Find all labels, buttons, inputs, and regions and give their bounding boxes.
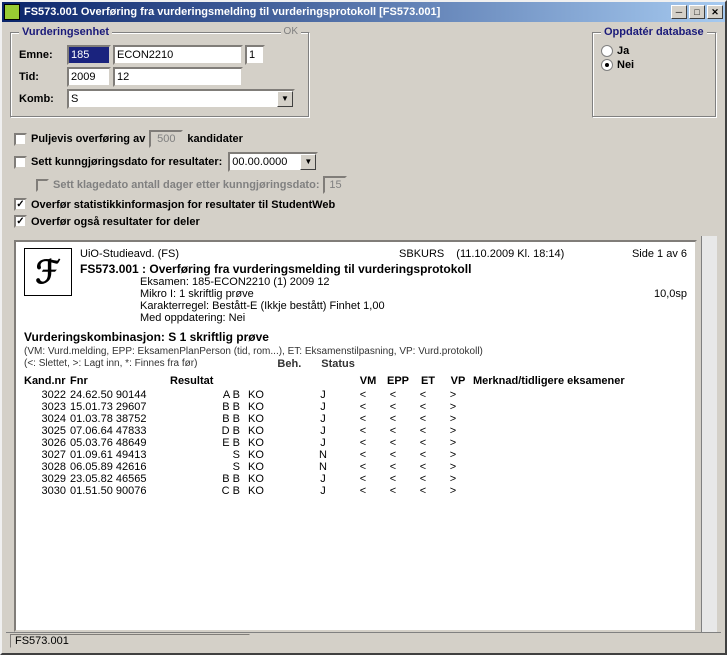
lbl-stat: Overfør statistikkinformasjon for result… — [31, 199, 335, 211]
rep-mikro: Mikro I: 1 skriftlig prøve — [140, 288, 254, 300]
radio-nei-label: Nei — [617, 59, 634, 71]
report-logo: ℱ — [24, 248, 72, 296]
hdr-merk: Merknad/tidligere eksamener — [473, 375, 687, 387]
rep-org: UiO-Studieavd. (FS) — [80, 248, 179, 260]
kunn-date-value: 00.00.0000 — [230, 154, 300, 170]
statusbar: FS573.001 — [6, 632, 721, 649]
table-row: 302605.03.76 48649E BKOJ<<<> — [24, 437, 687, 449]
lbl-deler: Overfør også resultater for deler — [31, 216, 200, 228]
radio-nei-row[interactable]: Nei — [601, 59, 708, 71]
maximize-button[interactable]: □ — [689, 5, 705, 19]
titlebar: FS573.001 Overføring fra vurderingsmeldi… — [2, 2, 725, 22]
komb-value: S — [69, 91, 277, 107]
label-emne: Emne: — [19, 49, 67, 61]
table-row: 302401.03.78 38752B BKOJ<<<> — [24, 413, 687, 425]
cb-klage — [36, 179, 49, 192]
puljevis-value: 500 — [149, 130, 183, 148]
hdr-vp: VP — [443, 375, 473, 387]
chevron-down-icon[interactable]: ▼ — [277, 91, 293, 107]
kunn-date[interactable]: 00.00.0000 ▼ — [228, 152, 318, 172]
report-table: Kand.nr Fnr Resultat VM EPP ET VP Merkna… — [24, 375, 687, 497]
radio-nei[interactable] — [601, 59, 613, 71]
report-scrollbar[interactable] — [701, 236, 717, 632]
emne-field[interactable] — [113, 45, 243, 65]
inst-field[interactable] — [67, 45, 111, 65]
lbl-puljevis-post: kandidater — [187, 133, 243, 145]
rep-title: FS573.001 : Overføring fra vurderingsmel… — [80, 262, 687, 276]
group-database: Oppdatér database Ja Nei — [592, 32, 717, 118]
group-ok-label: OK — [281, 26, 301, 37]
table-row: 303001.51.50 90076C BKOJ<<<> — [24, 485, 687, 497]
table-row: 302806.05.89 42616SKON<<<> — [24, 461, 687, 473]
komb-combo[interactable]: S ▼ — [67, 89, 295, 109]
hdr-fnr: Fnr — [70, 375, 170, 387]
radio-ja-row[interactable]: Ja — [601, 45, 708, 57]
hdr-vm: VM — [353, 375, 383, 387]
group-db-title: Oppdatér database — [601, 26, 707, 38]
rep-section: Vurderingskombinasjon: S 1 skriftlig prø… — [24, 330, 687, 344]
hdr-beh-top: Beh. — [277, 358, 301, 371]
tp-field[interactable] — [113, 67, 243, 87]
app-icon — [4, 4, 20, 20]
lbl-klage: Sett klagedato antall dager etter kunngj… — [53, 179, 319, 191]
rep-page: Side 1 av 6 — [632, 248, 687, 260]
hdr-res: Resultat — [170, 375, 248, 387]
table-row: 302923.05.82 46565B BKOJ<<<> — [24, 473, 687, 485]
minimize-button[interactable]: ─ — [671, 5, 687, 19]
status-text: FS573.001 — [10, 634, 250, 648]
table-row: 302224.62.50 90144A BKOJ<<<> — [24, 389, 687, 401]
ver-field[interactable] — [245, 45, 265, 65]
label-komb: Komb: — [19, 93, 67, 105]
hdr-epp: EPP — [383, 375, 413, 387]
hdr-kand: Kand.nr — [24, 375, 70, 387]
aar-field[interactable] — [67, 67, 111, 87]
window-title: FS573.001 Overføring fra vurderingsmeldi… — [24, 6, 669, 18]
hdr-stat-top: Status — [321, 358, 355, 371]
cb-puljevis[interactable] — [14, 133, 27, 146]
cb-deler[interactable] — [14, 215, 27, 228]
close-button[interactable]: ✕ — [707, 5, 723, 19]
cb-kunn[interactable] — [14, 156, 27, 169]
radio-ja-label: Ja — [617, 45, 629, 57]
cb-stat[interactable] — [14, 198, 27, 211]
klage-value: 15 — [323, 176, 347, 194]
legend1: (VM: Vurd.melding, EPP: EksamenPlanPerso… — [24, 346, 687, 358]
app-window: FS573.001 Overføring fra vurderingsmeldi… — [0, 0, 727, 655]
rep-sp: 10,0sp — [654, 288, 687, 300]
radio-ja[interactable] — [601, 45, 613, 57]
hdr-et: ET — [413, 375, 443, 387]
options-area: Puljevis overføring av 500 kandidater Se… — [6, 122, 721, 236]
legend2: (<: Slettet, >: Lagt inn, *: Finnes fra … — [24, 358, 197, 371]
rep-karakter: Karakterregel: Bestått-E (Ikkje bestått)… — [140, 300, 687, 312]
lbl-puljevis-pre: Puljevis overføring av — [31, 133, 145, 145]
rep-legend: (VM: Vurd.melding, EPP: EksamenPlanPerso… — [24, 346, 687, 371]
rep-oppd: Med oppdatering: Nei — [140, 312, 687, 324]
label-tid: Tid: — [19, 71, 67, 83]
group-vurderingsenhet: Vurderingsenhet OK Emne: Tid: Komb: S — [10, 32, 310, 118]
table-row: 302507.06.64 47833D BKOJ<<<> — [24, 425, 687, 437]
rep-user: SBKURS — [399, 248, 444, 260]
chevron-down-icon[interactable]: ▼ — [300, 154, 316, 170]
report-panel: ℱ UiO-Studieavd. (FS) SBKURS (11.10.2009… — [14, 240, 697, 632]
lbl-kunn: Sett kunngjøringsdato for resultater: — [31, 156, 222, 168]
group-title: Vurderingsenhet — [19, 26, 112, 38]
table-row: 302315.01.73 29607B BKOJ<<<> — [24, 401, 687, 413]
rep-eksamen: Eksamen: 185-ECON2210 (1) 2009 12 — [140, 276, 687, 288]
table-row: 302701.09.61 49413SKON<<<> — [24, 449, 687, 461]
rep-when: (11.10.2009 Kl. 18:14) — [456, 248, 564, 260]
